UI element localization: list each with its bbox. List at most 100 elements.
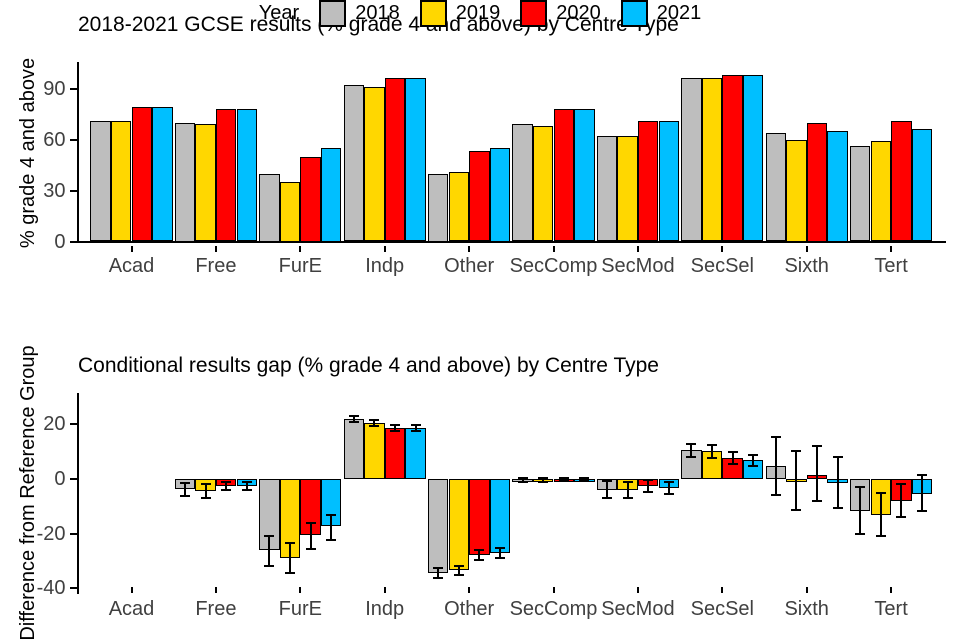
errorbar-2019-fure [289,543,291,574]
errorbar-2020-tert [900,483,903,518]
y-tick-mark [69,587,77,590]
x-tick-mark [636,246,639,252]
errorbar-2021-secmod-cap-top [663,481,674,484]
errorbar-2020-secsel-cap-top [727,450,738,453]
errorbar-2018-indp [352,415,355,422]
bar-2018-fure [259,173,280,242]
errorbar-2019-secmod-cap-top [622,481,633,483]
y-axis-line [76,393,79,594]
bar-2020-secmod [637,120,659,242]
errorbar-2018-secmod-cap-top [602,480,612,483]
bar-2019-seccomp [532,125,554,242]
x-tick-label: SecComp [509,255,598,277]
errorbar-2018-tert-cap-top [855,486,866,489]
x-tick-mark [299,587,302,593]
y-axis-line [76,62,79,243]
legend-swatch-2019 [419,0,447,27]
x-tick-mark [130,246,133,252]
errorbar-2019-secsel-cap-top [707,443,717,446]
errorbar-2020-fure-cap-bottom [305,547,316,550]
legend-title: Year [258,2,300,24]
y-tick-mark [69,423,77,426]
bottom-chart-title: Conditional results gap (% grade 4 and a… [78,354,659,377]
x-tick-label: SecComp [509,598,598,620]
x-tick-label: Free [195,598,237,620]
errorbar-2020-other [478,549,481,560]
errorbar-2021-indp [414,425,417,431]
legend-label-2019: 2019 [455,2,501,24]
legend-label-2021: 2021 [656,2,702,24]
bar-2018-indp [343,418,365,479]
y-tick-mark [69,138,77,141]
errorbar-2018-indp-cap-top [348,414,359,417]
errorbar-2019-secsel [711,444,713,459]
x-tick-label: Indp [365,598,405,620]
bar-2018-other [427,173,449,242]
errorbar-2021-indp-cap-top [410,424,421,427]
errorbar-2018-free [184,482,186,496]
x-tick-mark [468,587,471,593]
errorbar-2019-secmod-cap-bottom [622,497,633,500]
y-tick-label: -40 [36,577,66,600]
errorbar-2020-seccomp-cap-top [558,477,569,480]
bar-2019-secsel [701,78,723,242]
errorbar-2020-secmod-cap-bottom [643,491,654,494]
x-tick-label: SecMod [601,255,675,277]
legend-label-2018: 2018 [355,2,400,24]
errorbar-2021-sixth [836,457,839,508]
x-tick-label: SecSel [690,255,754,277]
errorbar-2019-sixth-cap-bottom [791,508,802,511]
bar-2021-other [489,479,511,553]
bar-2021-seccomp [574,108,595,242]
errorbar-2018-other-cap-top [433,567,444,570]
errorbar-2021-other-cap-bottom [495,556,505,559]
errorbar-2019-other-cap-bottom [453,574,464,577]
x-tick-label: Acad [108,255,155,277]
y-tick-label: 30 [43,179,66,202]
y-tick-mark [69,478,77,480]
errorbar-2018-seccomp-cap-bottom [517,481,528,483]
year-legend: Year 2018 2019 2020 2021 [0,0,960,27]
bar-2018-sixth [765,132,787,242]
errorbar-2021-sixth-cap-bottom [832,506,843,509]
y-tick-mark [69,87,77,90]
x-tick-mark [299,246,302,252]
errorbar-2018-seccomp-cap-top [517,477,528,480]
errorbar-2020-sixth-cap-top [812,445,822,448]
errorbar-2020-indp-cap-bottom [390,430,400,433]
bar-2018-acad [90,120,111,242]
bar-2020-indp [384,428,406,479]
x-axis-line [76,240,946,243]
errorbar-2019-free-cap-bottom [200,496,211,499]
errorbar-2020-seccomp [562,478,565,482]
bar-2021-free [236,108,258,242]
errorbar-2018-fure [268,536,271,567]
x-tick-label: FurE [278,598,322,620]
legend-swatch-2021 [620,0,648,27]
legend-item-2021: 2021 [620,0,702,27]
bar-2019-secmod [617,136,638,242]
y-tick-label: 20 [43,413,66,436]
x-tick-mark [214,587,217,593]
bar-2018-free [174,122,196,242]
errorbar-2019-sixth-cap-top [791,450,802,453]
bar-2019-other [448,479,470,571]
x-tick-mark [805,246,808,252]
errorbar-2021-tert [921,474,923,512]
errorbar-2019-indp-cap-top [369,418,380,421]
x-tick-mark [890,246,893,252]
errorbar-2019-indp-cap-bottom [369,425,380,428]
errorbar-2018-tert [859,487,862,534]
errorbar-2020-free-cap-top [221,481,232,484]
errorbar-2018-fure-cap-top [264,535,275,538]
bar-2021-acad [152,107,173,242]
bar-2020-tert [891,120,912,242]
errorbar-2020-other-cap-bottom [474,558,485,561]
x-tick-mark [890,587,893,593]
errorbar-2021-secsel-cap-top [748,453,759,456]
errorbar-2021-secmod [667,482,670,494]
errorbar-2019-tert-cap-top [875,491,886,494]
bar-2021-sixth [827,131,848,242]
bar-2020-sixth [806,122,828,242]
x-tick-mark [130,587,133,593]
